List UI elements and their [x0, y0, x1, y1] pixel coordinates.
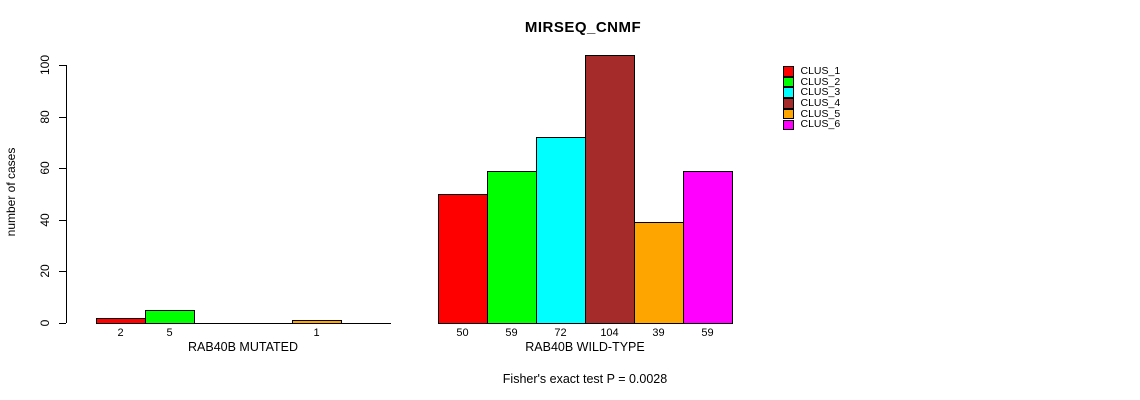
group-axis-label: RAB40B WILD-TYPE	[525, 340, 645, 354]
bar-value-label: 59	[701, 327, 714, 339]
legend-swatch-clus_2	[783, 76, 794, 88]
y-axis-title: number of cases	[4, 147, 18, 237]
legend-item: CLUS_5	[783, 109, 840, 120]
y-tick-mark	[59, 219, 66, 221]
legend: CLUS_1 CLUS_2 CLUS_3 CLUS_4 CLUS_5 CLUS_6	[783, 66, 841, 131]
bar-value-label: 72	[554, 327, 567, 339]
legend-item: CLUS_3	[783, 87, 840, 98]
legend-label: CLUS_6	[800, 118, 841, 131]
y-tick-label: 0	[38, 319, 52, 327]
y-tick-mark	[59, 271, 66, 273]
group-axis-label: RAB40B MUTATED	[188, 340, 298, 354]
bar-value-label: 2	[117, 327, 124, 339]
bar-value-label: 50	[456, 327, 469, 339]
y-tick-mark	[59, 116, 66, 118]
chart-title: MIRSEQ_CNMF	[524, 19, 642, 36]
bar-clus_3-group2	[536, 137, 586, 324]
y-tick-label: 80	[38, 109, 52, 124]
y-tick-label: 40	[38, 213, 52, 227]
bar-clus_4-group2	[585, 55, 635, 324]
legend-item: CLUS_6	[783, 118, 841, 131]
legend-item: CLUS_2	[783, 75, 841, 88]
legend-item: CLUS_1	[783, 66, 840, 77]
y-tick-label: 20	[38, 264, 52, 279]
bar-clus_2-group1	[145, 310, 195, 324]
bar-value-label: 104	[600, 327, 619, 339]
y-tick-mark	[59, 168, 66, 170]
legend-label: CLUS_2	[800, 75, 841, 88]
bar-value-label: 1	[313, 327, 320, 339]
y-axis-line	[66, 65, 67, 323]
y-tick-mark	[59, 65, 66, 66]
legend-swatch-clus_5	[783, 108, 794, 120]
bar-clus_1-group2	[438, 194, 488, 324]
y-tick-label: 100	[38, 54, 52, 76]
bar-value-label: 59	[505, 327, 518, 339]
bar-clus_5-group2	[634, 222, 684, 324]
group-baseline	[96, 323, 391, 324]
legend-item: CLUS_4	[783, 98, 840, 109]
bar-clus_2-group2	[487, 171, 537, 324]
legend-swatch-clus_4	[783, 98, 794, 109]
y-tick-label: 60	[38, 161, 52, 175]
legend-swatch-clus_6	[783, 119, 794, 131]
legend-label: CLUS_1	[800, 65, 841, 77]
bar-clus_6-group2	[683, 171, 733, 324]
y-tick-mark	[59, 323, 66, 324]
legend-label: CLUS_4	[800, 97, 841, 110]
legend-swatch-clus_3	[783, 87, 794, 98]
legend-label: CLUS_5	[800, 107, 841, 120]
fisher-test-annotation: Fisher's exact test P = 0.0028	[502, 372, 668, 386]
legend-label: CLUS_3	[800, 86, 841, 99]
legend-swatch-clus_1	[783, 66, 794, 77]
bar-value-label: 39	[652, 327, 665, 339]
group-baseline	[438, 323, 733, 324]
bar-value-label: 5	[166, 327, 173, 339]
